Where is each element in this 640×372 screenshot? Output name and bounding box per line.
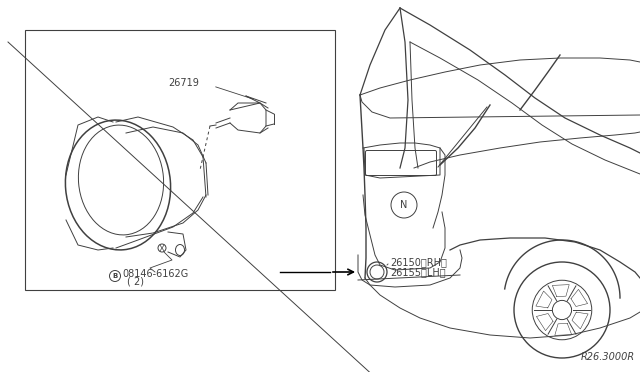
Text: R26.3000R: R26.3000R [581, 352, 635, 362]
Text: N: N [400, 200, 408, 210]
Text: B: B [113, 273, 118, 279]
Text: ( 2): ( 2) [127, 276, 144, 286]
Text: 08146-6162G: 08146-6162G [122, 269, 188, 279]
Text: 26150（RH）: 26150（RH） [390, 257, 447, 267]
Bar [25, 30, 335, 290]
Text: 26155（LH）: 26155（LH） [390, 267, 445, 277]
Text: 26719: 26719 [168, 78, 199, 88]
